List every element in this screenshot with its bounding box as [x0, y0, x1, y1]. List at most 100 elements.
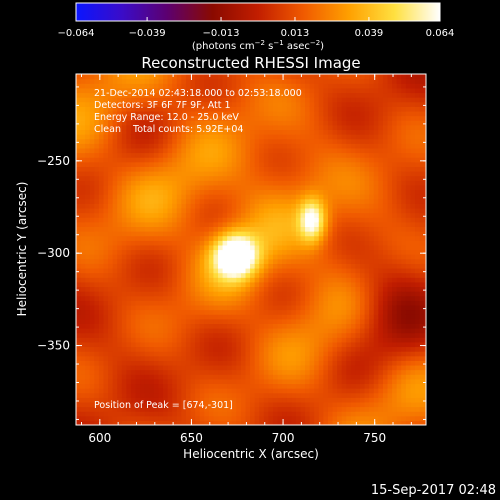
heatmap-cell [112, 323, 118, 329]
heatmap-cell [227, 328, 233, 334]
heatmap-cell [176, 346, 182, 352]
heatmap-cell [117, 314, 123, 320]
heatmap-cell [222, 332, 228, 338]
heatmap-cell [337, 217, 343, 223]
heatmap-cell [300, 277, 306, 283]
heatmap-cell [227, 415, 233, 421]
heatmap-cell [213, 397, 219, 403]
heatmap-cell [360, 101, 366, 107]
heatmap-cell [181, 184, 187, 191]
heatmap-cell [135, 323, 141, 329]
heatmap-cell [89, 291, 95, 297]
heatmap-cell [373, 249, 379, 255]
heatmap-cell [263, 295, 270, 301]
heatmap-cell [163, 92, 169, 98]
heatmap-cell [218, 180, 224, 186]
heatmap-cell [318, 106, 324, 112]
heatmap-cell [240, 314, 247, 320]
heatmap-cell [295, 231, 302, 237]
heatmap-cell [144, 106, 150, 112]
heatmap-cell [227, 392, 233, 398]
heatmap-cell [117, 300, 123, 306]
heatmap-cell [259, 258, 265, 264]
heatmap-cell [153, 161, 160, 167]
heatmap-cell [213, 323, 219, 329]
heatmap-cell [318, 401, 324, 408]
heatmap-cell [144, 397, 150, 403]
heatmap-cell [126, 351, 132, 357]
heatmap-cell [117, 92, 123, 98]
heatmap-cell [231, 263, 237, 269]
heatmap-cell [76, 420, 82, 425]
heatmap-cell [185, 120, 192, 126]
heatmap-cell [94, 258, 100, 264]
heatmap-cell [222, 110, 228, 117]
heatmap-cell [89, 184, 95, 191]
heatmap-cell [295, 291, 302, 297]
heatmap-cell [126, 152, 132, 158]
heatmap-cell [250, 281, 256, 288]
heatmap-cell [121, 115, 127, 121]
heatmap-cell [130, 157, 137, 163]
heatmap-cell [80, 134, 86, 140]
heatmap-cell [323, 286, 329, 292]
heatmap-cell [337, 138, 343, 144]
heatmap-cell [300, 346, 306, 352]
heatmap-cell [94, 295, 100, 301]
heatmap-cell [140, 351, 146, 357]
heatmap-cell [103, 300, 109, 306]
heatmap-cell [231, 207, 237, 214]
heatmap-cell [314, 378, 320, 385]
heatmap-cell [355, 198, 361, 204]
heatmap-cell [327, 115, 334, 121]
heatmap-cell [199, 378, 205, 385]
heatmap-cell [204, 360, 210, 366]
heatmap-cell [135, 97, 141, 103]
heatmap-cell [144, 189, 150, 195]
heatmap-cell [231, 106, 237, 112]
heatmap-cell [286, 397, 292, 403]
heatmap-cell [176, 332, 182, 338]
heatmap-cell [163, 254, 169, 260]
heatmap-cell [185, 295, 192, 301]
heatmap-cell [98, 180, 105, 186]
heatmap-cell [158, 143, 164, 149]
heatmap-cell [236, 78, 242, 84]
heatmap-cell [94, 166, 100, 172]
heatmap-cell [245, 355, 251, 361]
heatmap-cell [300, 295, 306, 301]
heatmap-cell [254, 170, 260, 177]
heatmap-cell [185, 383, 192, 389]
heatmap-cell [341, 300, 347, 306]
heatmap-cell [112, 166, 118, 172]
heatmap-cell [231, 74, 237, 80]
heatmap-cell [89, 249, 95, 255]
heatmap-cell [130, 87, 137, 94]
heatmap-cell [341, 129, 347, 135]
heatmap-cell [117, 355, 123, 361]
heatmap-cell [80, 101, 86, 107]
heatmap-cell [350, 272, 357, 278]
heatmap-cell [355, 244, 361, 251]
heatmap-cell [199, 309, 205, 315]
heatmap-cell [149, 212, 155, 218]
heatmap-cell [337, 226, 343, 232]
heatmap-cell [185, 157, 192, 163]
heatmap-cell [323, 101, 329, 107]
heatmap-cell [176, 314, 182, 320]
heatmap-cell [204, 106, 210, 112]
heatmap-cell [158, 314, 164, 320]
heatmap-cell [327, 309, 334, 315]
heatmap-cell [176, 378, 182, 385]
heatmap-cell [117, 244, 123, 251]
heatmap-cell [240, 106, 247, 112]
heatmap-cell [314, 120, 320, 126]
heatmap-cell [254, 221, 260, 228]
heatmap-cell [76, 244, 82, 251]
heatmap-cell [172, 406, 178, 412]
heatmap-cell [135, 110, 141, 117]
heatmap-cell [240, 355, 247, 361]
heatmap-cell [277, 281, 283, 288]
heatmap-cell [121, 78, 127, 84]
heatmap-cell [346, 263, 352, 269]
